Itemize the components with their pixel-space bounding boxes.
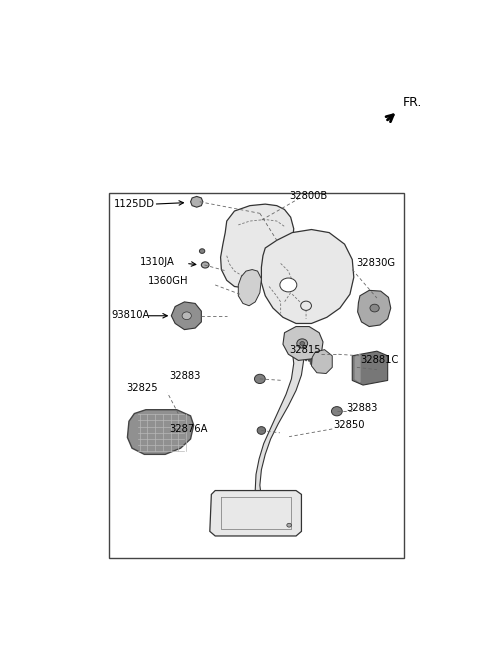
- Text: 32830G: 32830G: [356, 259, 395, 269]
- Ellipse shape: [370, 304, 379, 312]
- Text: 32876A: 32876A: [169, 424, 207, 434]
- Text: 32883: 32883: [346, 403, 377, 413]
- Text: 93810A: 93810A: [111, 310, 150, 320]
- Ellipse shape: [280, 278, 297, 292]
- Ellipse shape: [300, 301, 312, 310]
- Ellipse shape: [257, 426, 265, 434]
- Ellipse shape: [332, 407, 342, 416]
- Text: 32881C: 32881C: [360, 354, 398, 365]
- Text: 1310JA: 1310JA: [140, 257, 175, 267]
- Text: 32825: 32825: [127, 383, 158, 393]
- Polygon shape: [355, 354, 360, 382]
- Text: 1125DD: 1125DD: [114, 199, 155, 209]
- Ellipse shape: [287, 523, 291, 527]
- Polygon shape: [210, 491, 301, 536]
- Polygon shape: [283, 327, 323, 360]
- Text: FR.: FR.: [402, 96, 422, 109]
- Polygon shape: [352, 351, 388, 385]
- Ellipse shape: [182, 312, 192, 320]
- Polygon shape: [191, 196, 203, 207]
- Polygon shape: [127, 409, 193, 455]
- Polygon shape: [312, 350, 332, 373]
- Ellipse shape: [297, 339, 308, 348]
- Polygon shape: [171, 302, 201, 329]
- Polygon shape: [358, 290, 391, 327]
- Ellipse shape: [254, 374, 265, 384]
- Text: 32883: 32883: [169, 371, 200, 381]
- Text: 32850: 32850: [333, 420, 364, 430]
- Ellipse shape: [199, 249, 205, 253]
- Polygon shape: [255, 339, 304, 498]
- Ellipse shape: [201, 262, 209, 268]
- Text: 32815: 32815: [289, 345, 321, 354]
- Ellipse shape: [300, 341, 304, 345]
- Polygon shape: [262, 229, 354, 324]
- Bar: [109, 193, 404, 558]
- Text: 1360GH: 1360GH: [147, 276, 188, 286]
- Text: 32800B: 32800B: [289, 191, 327, 200]
- Polygon shape: [221, 204, 294, 288]
- Polygon shape: [238, 270, 262, 306]
